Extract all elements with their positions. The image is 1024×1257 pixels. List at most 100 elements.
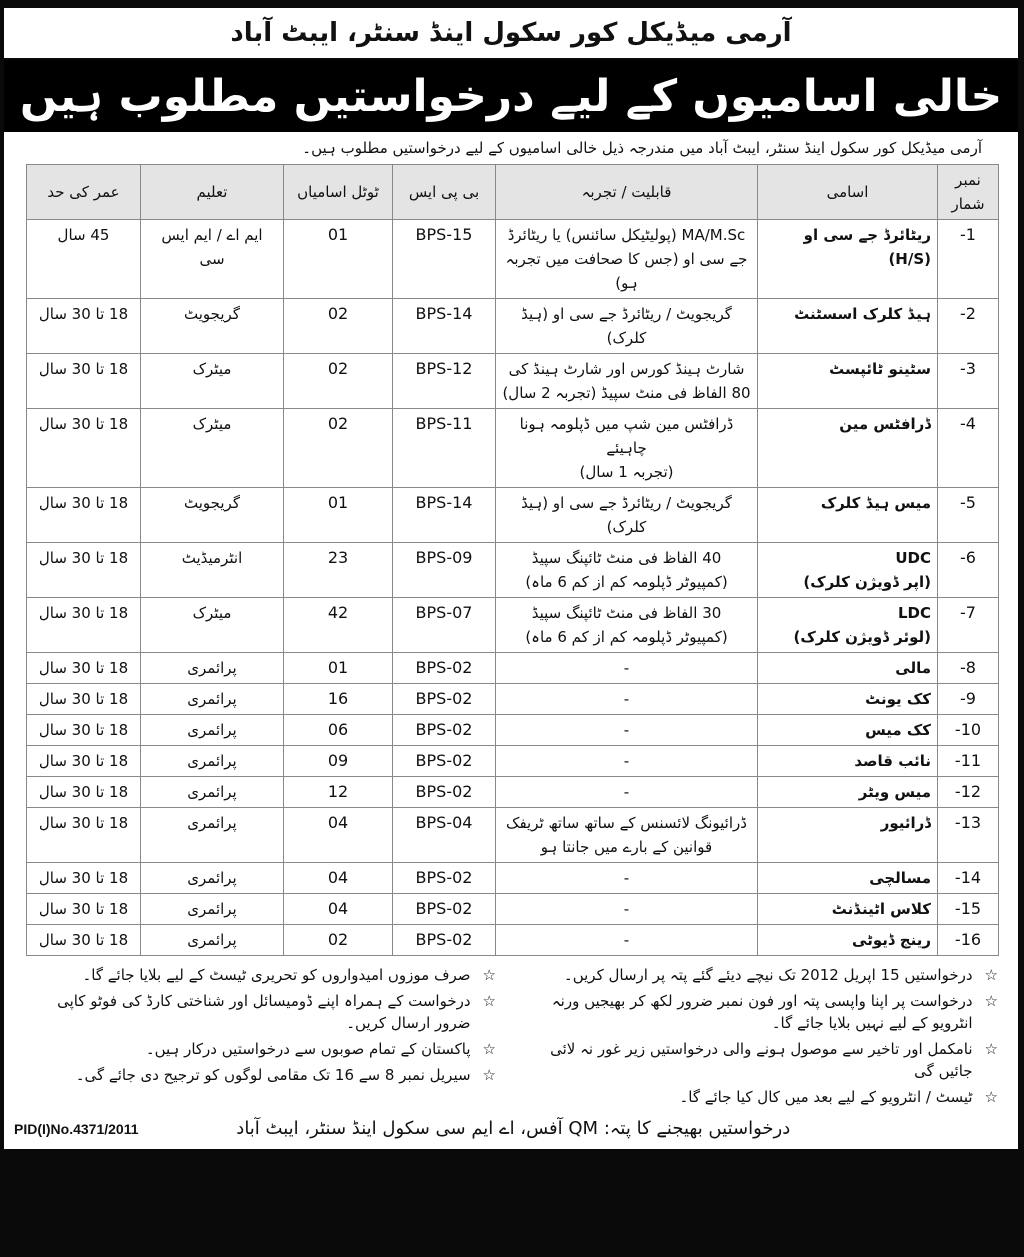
age-limit-cell: 18 تا 30 سال: [26, 683, 141, 715]
qualification-cell: -: [495, 776, 758, 808]
bps-cell: BPS-02: [392, 776, 496, 808]
serial-cell: -4: [937, 408, 999, 488]
table-row: -1 ریٹائرڈ جے سی او (H/S) MA/M.Sc (پولیٹیک…: [26, 219, 999, 299]
note-item: ☆ نامکمل اور تاخیر سے موصول ہونے والی درخ…: [526, 1038, 998, 1082]
col-header-education: تعلیم: [140, 164, 284, 220]
post-cell: کک میس: [757, 714, 938, 746]
table-row: -3 سٹینو ٹائپسٹ شارٹ ہینڈ کورس اور شارٹ ہی…: [26, 353, 999, 409]
footer: PID(I)No.4371/2011 درخواستیں بھیجنے کا پ…: [4, 1112, 1018, 1141]
age-limit-cell: 18 تا 30 سال: [26, 487, 141, 543]
qualification-cell: -: [495, 714, 758, 746]
education-cell: میٹرک: [140, 408, 284, 488]
col-header-bps: بی پی ایس: [392, 164, 496, 220]
post-cell: مالی: [757, 652, 938, 684]
col-header-qualification: قابلیت / تجربہ: [495, 164, 758, 220]
star-outline-icon: ☆: [984, 966, 998, 984]
note-text: سیریل نمبر 8 سے 16 تک مقامی لوگوں کو ترج…: [75, 1066, 471, 1084]
bps-cell: BPS-02: [392, 924, 496, 956]
note-text: ٹیسٹ / انٹرویو کے لیے بعد میں کال کیا جا…: [679, 1088, 973, 1106]
advertiser-title: آرمی میڈیکل کور سکول اینڈ سنٹر، ایبٹ آبا…: [230, 18, 792, 48]
bps-cell: BPS-14: [392, 298, 496, 354]
education-cell: پرائمری: [140, 893, 284, 925]
serial-cell: -11: [937, 745, 999, 777]
post-cell: ہیڈ کلرک اسسٹنٹ: [757, 298, 938, 354]
qualification-cell: ڈرافٹس مین شپ میں ڈپلومہ ہونا چاہیئے (تج…: [495, 408, 758, 488]
bps-cell: BPS-02: [392, 714, 496, 746]
post-cell: رینج ڈیوٹی: [757, 924, 938, 956]
post-cell: کلاس اٹینڈنٹ: [757, 893, 938, 925]
advertisement-sheet: آرمی میڈیکل کور سکول اینڈ سنٹر، ایبٹ آبا…: [4, 8, 1018, 1149]
serial-cell: -7: [937, 597, 999, 653]
post-cell: میس ویٹر: [757, 776, 938, 808]
note-text: درخواست پر اپنا واپسی پتہ اور فون نمبر ض…: [551, 992, 973, 1032]
serial-cell: -16: [937, 924, 999, 956]
age-limit-cell: 18 تا 30 سال: [26, 807, 141, 863]
education-cell: پرائمری: [140, 862, 284, 894]
pid-number: PID(I)No.4371/2011: [14, 1120, 139, 1137]
headline-banner: خالی اسامیوں کے لیے درخواستیں مطلوب ہیں: [4, 58, 1018, 132]
age-limit-cell: 18 تا 30 سال: [26, 353, 141, 409]
total-posts-cell: 04: [283, 862, 393, 894]
post-cell: سٹینو ٹائپسٹ: [757, 353, 938, 409]
bps-cell: BPS-02: [392, 893, 496, 925]
star-outline-icon: ☆: [984, 992, 998, 1010]
education-cell: پرائمری: [140, 683, 284, 715]
total-posts-cell: 16: [283, 683, 393, 715]
serial-cell: -13: [937, 807, 999, 863]
star-outline-icon: ☆: [482, 966, 496, 984]
note-text: درخواستیں 15 اپریل 2012 تک نیچے دیئے گئے…: [563, 966, 973, 984]
age-limit-cell: 18 تا 30 سال: [26, 924, 141, 956]
star-outline-icon: ☆: [984, 1040, 998, 1058]
education-cell: پرائمری: [140, 924, 284, 956]
serial-cell: -8: [937, 652, 999, 684]
education-cell: ایم اے / ایم ایس سی: [140, 219, 284, 299]
age-limit-cell: 18 تا 30 سال: [26, 776, 141, 808]
bps-cell: BPS-14: [392, 487, 496, 543]
table-row: -12 میس ویٹر - BPS-02 12 پرائمری 18 تا 30 سال: [26, 776, 999, 808]
qualification-cell: -: [495, 924, 758, 956]
serial-cell: -12: [937, 776, 999, 808]
table-row: -15 کلاس اٹینڈنٹ - BPS-02 04 پرائمری 18 تا 30 …: [26, 893, 999, 925]
total-posts-cell: 02: [283, 298, 393, 354]
notes-section: ☆ درخواستیں 15 اپریل 2012 تک نیچے دیئے گئ…: [4, 956, 1018, 1112]
serial-cell: -5: [937, 487, 999, 543]
total-posts-cell: 02: [283, 408, 393, 488]
qualification-cell: -: [495, 683, 758, 715]
note-item: ☆ درخواست کے ہمراہ اپنے ڈومیسائل اور شناخ…: [24, 990, 496, 1034]
qualification-cell: 40 الفاظ فی منٹ ٹائپنگ سپیڈ (کمپیوٹر ڈپل…: [495, 542, 758, 598]
education-cell: میٹرک: [140, 353, 284, 409]
education-cell: گریجویٹ: [140, 487, 284, 543]
post-cell: LDC (لوئر ڈویژن کلرک): [757, 597, 938, 653]
table-row: -11 نائب قاصد - BPS-02 09 پرائمری 18 تا 30 سال: [26, 745, 999, 777]
bps-cell: BPS-15: [392, 219, 496, 299]
bps-cell: BPS-02: [392, 652, 496, 684]
post-cell: کک یونٹ: [757, 683, 938, 715]
serial-cell: -6: [937, 542, 999, 598]
qualification-cell: گریجویٹ / ریٹائرڈ جے سی او (ہیڈ کلرک): [495, 298, 758, 354]
age-limit-cell: 45 سال: [26, 219, 141, 299]
table-row: -9 کک یونٹ - BPS-02 16 پرائمری 18 تا 30 سال: [26, 683, 999, 715]
table-row: -7 LDC (لوئر ڈویژن کلرک) 30 الفاظ فی منٹ ٹ…: [26, 597, 999, 653]
education-cell: میٹرک: [140, 597, 284, 653]
serial-cell: -9: [937, 683, 999, 715]
qualification-cell: MA/M.Sc (پولیٹیکل سائنس) یا ریٹائرڈ جے س…: [495, 219, 758, 299]
table-row: -14 مسالچی - BPS-02 04 پرائمری 18 تا 30 سال: [26, 862, 999, 894]
notes-column-left: ☆ صرف موزوں امیدواروں کو تحریری ٹیسٹ کے ل…: [24, 964, 496, 1108]
total-posts-cell: 23: [283, 542, 393, 598]
total-posts-cell: 02: [283, 353, 393, 409]
table-row: -10 کک میس - BPS-02 06 پرائمری 18 تا 30 سال: [26, 714, 999, 746]
bps-cell: BPS-04: [392, 807, 496, 863]
education-cell: پرائمری: [140, 776, 284, 808]
education-cell: انٹرمیڈیٹ: [140, 542, 284, 598]
note-text: درخواست کے ہمراہ اپنے ڈومیسائل اور شناخت…: [57, 992, 471, 1032]
age-limit-cell: 18 تا 30 سال: [26, 597, 141, 653]
note-item: ☆ پاکستان کے تمام صوبوں سے درخواستیں درکا…: [24, 1038, 496, 1060]
star-outline-icon: ☆: [482, 1040, 496, 1058]
notes-column-right: ☆ درخواستیں 15 اپریل 2012 تک نیچے دیئے گئ…: [526, 964, 998, 1108]
note-text: صرف موزوں امیدواروں کو تحریری ٹیسٹ کے لی…: [82, 966, 471, 984]
total-posts-cell: 06: [283, 714, 393, 746]
col-header-total-posts: ٹوٹل اسامیاں: [283, 164, 393, 220]
note-item: ☆ ٹیسٹ / انٹرویو کے لیے بعد میں کال کیا ج…: [526, 1086, 998, 1108]
star-outline-icon: ☆: [984, 1088, 998, 1106]
qualification-cell: گریجویٹ / ریٹائرڈ جے سی او (ہیڈ کلرک): [495, 487, 758, 543]
